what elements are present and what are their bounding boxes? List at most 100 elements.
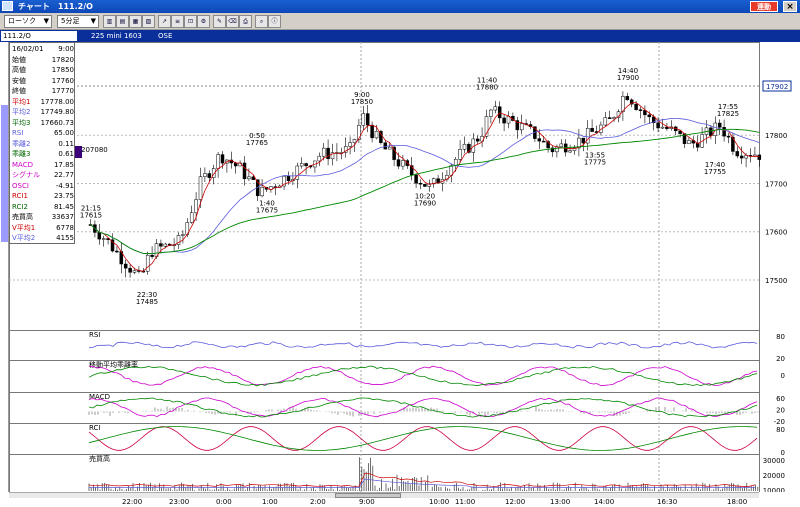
chart-area[interactable]: 17800 17700 17600 17500 17902 207080 21:151761… — [9, 42, 800, 492]
candle-body — [484, 116, 489, 137]
candle-body — [304, 163, 308, 167]
x-tick-label: 16:30 — [657, 498, 678, 506]
candle-body — [203, 173, 207, 177]
settings-icon[interactable]: ⚙ — [197, 15, 210, 28]
print-icon[interactable]: ⎙ — [239, 15, 252, 28]
annotation-time: 17:40 — [705, 161, 725, 169]
indicator-line — [88, 365, 758, 387]
annotation-price: 17850 — [351, 98, 373, 106]
price-marker-box — [75, 146, 82, 158]
candle-body — [150, 254, 154, 257]
panel-row: 平均3 17660.73 — [12, 119, 74, 128]
panel-key: 始値 — [12, 55, 26, 64]
panel-row: 安値 17760 — [12, 77, 74, 86]
candle-body — [489, 109, 493, 117]
panel-row: MACD 17.85 — [12, 161, 74, 170]
panel-value: 33637 — [51, 213, 74, 221]
panel-row: 終値 17770 — [12, 87, 74, 96]
annotation-time: 10:20 — [415, 192, 435, 200]
panel-key: 平均3 — [12, 118, 31, 127]
candle-body — [365, 113, 370, 126]
annotation-time: 21:15 — [81, 205, 101, 213]
zoom-icon[interactable]: ⌕ — [255, 15, 268, 28]
chart-type-select[interactable]: ローソク ▼ — [4, 15, 52, 28]
candle-body — [638, 109, 643, 111]
chart-type-value: ローソク — [8, 17, 36, 25]
candle-body — [585, 128, 590, 144]
candle-body — [348, 142, 352, 147]
annotation-price: 17485 — [136, 298, 158, 306]
candle-icon[interactable]: ▥ — [103, 15, 116, 28]
x-tick-label: 0:00 — [216, 498, 232, 506]
candle-body — [97, 232, 102, 240]
candle-body — [198, 176, 203, 200]
volume-ma2-line — [89, 478, 755, 488]
candle-body — [260, 187, 264, 197]
x-tick-label: 22:00 — [122, 498, 143, 506]
candle-body — [216, 154, 220, 169]
candle-body — [629, 99, 634, 105]
candle-body — [361, 113, 366, 126]
panel-row: RSI 65.00 — [12, 129, 74, 138]
candle-body — [581, 137, 586, 144]
candle-body — [295, 165, 300, 180]
contract-label: 225 mini 1603 — [91, 32, 142, 40]
range-icon[interactable]: ⊡ — [184, 15, 197, 28]
volume-icon[interactable]: ▧ — [142, 15, 155, 28]
candle-body — [423, 183, 427, 187]
candle-body — [621, 96, 625, 112]
x-tick-label: 13:00 — [550, 498, 571, 506]
panel-value: 17660.73 — [40, 118, 74, 127]
y-tick-label: 17600 — [765, 229, 787, 237]
candle-body — [722, 127, 726, 137]
line-icon[interactable]: ▦ — [129, 15, 142, 28]
candle-body — [286, 175, 291, 182]
symbol-code-field[interactable]: 111.2/O — [1, 31, 77, 41]
candle-body — [651, 116, 656, 124]
candle-body — [220, 154, 225, 164]
link-button[interactable]: 連動 — [750, 1, 778, 12]
info-icon[interactable]: ⓘ — [268, 15, 281, 28]
bar-icon[interactable]: ▤ — [116, 15, 129, 28]
panel-frame — [9, 454, 760, 492]
candle-body — [717, 122, 722, 128]
ma1-line — [90, 102, 760, 272]
fibo-icon[interactable]: ≡ — [171, 15, 184, 28]
volume-ma1-line — [88, 472, 756, 487]
annotation-time: 13:55 — [585, 151, 605, 159]
x-tick-label: 23:00 — [169, 498, 190, 506]
candle-body — [726, 135, 731, 138]
panel-row: シグナル 22.77 — [12, 171, 74, 180]
candle-body — [572, 147, 577, 151]
candle-body — [502, 117, 506, 124]
trend-icon[interactable]: ↗ — [158, 15, 171, 28]
annotation-price: 17675 — [256, 207, 278, 215]
annotation-time: 17:55 — [718, 103, 738, 111]
eraser-icon[interactable]: ⌫ — [226, 15, 239, 28]
candle-body — [590, 128, 594, 132]
panel-key: 平均2 — [12, 108, 31, 116]
scroll-thumb[interactable] — [335, 493, 401, 498]
candle-body — [392, 146, 396, 160]
x-tick-label: 9:00 — [359, 498, 375, 506]
candle-body — [713, 122, 718, 136]
subpanel-tick: 10000 — [763, 487, 785, 492]
annotation-price: 17765 — [246, 139, 268, 147]
candle-body — [462, 143, 467, 150]
panel-value: 9:00 — [58, 45, 74, 53]
subpanel-tick: 0 — [781, 449, 785, 457]
annotation-price: 17690 — [414, 199, 436, 207]
candle-body — [128, 267, 132, 273]
indicator-line — [88, 397, 758, 418]
x-tick-label: 2:00 — [310, 498, 326, 506]
candle-body — [357, 125, 361, 140]
time-scrollbar[interactable] — [9, 492, 759, 498]
annotation-price: 17755 — [704, 168, 726, 176]
candle-body — [163, 243, 168, 247]
pen-icon[interactable]: ✎ — [213, 15, 226, 28]
candle-body — [577, 137, 581, 149]
candle-body — [374, 131, 379, 139]
subpanel-tick: 30000 — [763, 457, 785, 465]
close-button[interactable]: × — [783, 1, 797, 12]
interval-select[interactable]: 5分足 ▼ — [57, 15, 99, 28]
